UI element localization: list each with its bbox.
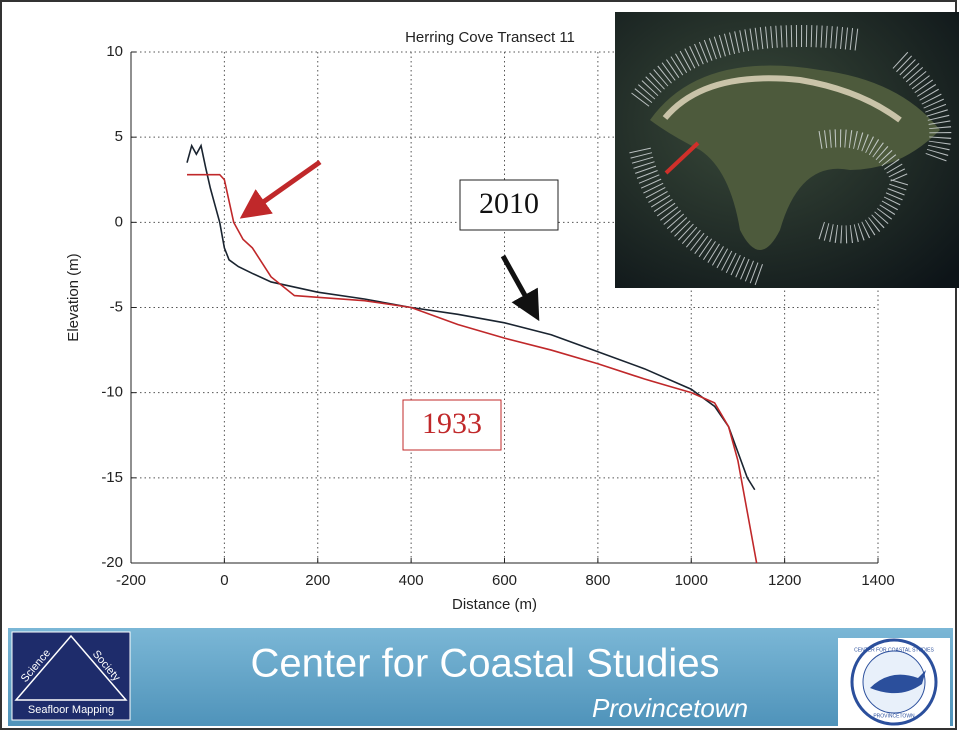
y-tick-label: -5 <box>110 298 123 315</box>
x-tick-label: 1400 <box>861 572 894 589</box>
x-tick-label: -200 <box>116 572 146 589</box>
y-tick-label: -15 <box>101 469 123 486</box>
seal-text: CENTER FOR COASTAL STUDIES <box>854 647 934 653</box>
seal-text: PROVINCETOWN <box>873 713 915 719</box>
x-tick-label: 600 <box>492 572 517 589</box>
logo-text: Seafloor Mapping <box>28 704 114 716</box>
footer-title: Center for Coastal Studies <box>250 642 719 686</box>
annotation-arrow <box>252 162 320 210</box>
series-label: 2010 <box>479 187 539 220</box>
y-axis-label: Elevation (m) <box>65 253 82 341</box>
series-label: 1933 <box>422 407 482 440</box>
x-tick-label: 0 <box>220 572 228 589</box>
page: {"chart_data": {"type": "line", "title":… <box>0 0 959 732</box>
seal: CENTER FOR COASTAL STUDIES PROVINCETOWN <box>838 638 950 726</box>
x-tick-label: 1200 <box>768 572 801 589</box>
x-tick-label: 400 <box>399 572 424 589</box>
y-tick-label: 5 <box>115 128 123 145</box>
y-tick-label: -20 <box>101 554 123 571</box>
x-tick-label: 800 <box>585 572 610 589</box>
y-tick-label: 0 <box>115 213 123 230</box>
y-tick-label: -10 <box>101 384 123 401</box>
chart-title: Herring Cove Transect 11 <box>405 29 575 46</box>
footer-subtitle: Provincetown <box>592 693 748 723</box>
y-tick-label: 10 <box>106 43 123 60</box>
satellite-photo <box>615 12 959 288</box>
slide: -20 -15 -10 -5 0 5 10 -200 0 200 400 600 800 1000 1200… <box>0 0 959 732</box>
x-tick-label: 200 <box>305 572 330 589</box>
annotation-arrow <box>503 256 532 308</box>
x-tick-label: 1000 <box>675 572 708 589</box>
logo: Science Society Seafloor Mapping <box>12 632 130 720</box>
x-axis-label: Distance (m) <box>452 596 537 613</box>
